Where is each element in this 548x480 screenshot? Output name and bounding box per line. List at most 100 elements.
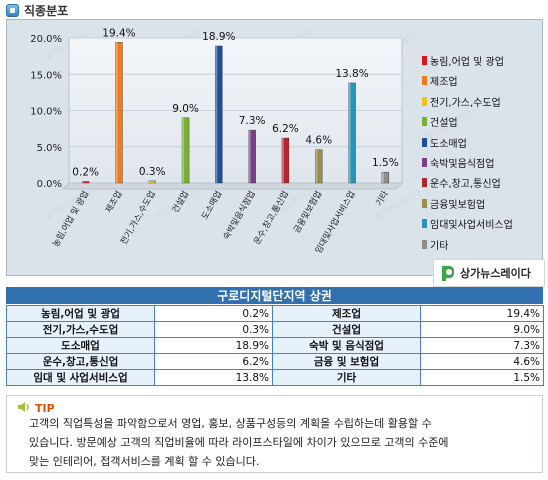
category-label: 운수,창고,통신업	[252, 190, 291, 247]
tip-line: 고객의 직업특성을 파악함으로서 영업, 홍보, 상품구성등의 계획을 수립하는…	[29, 417, 432, 430]
industry-label: 운수,창고,통신업	[6, 353, 155, 370]
table-row: 임대 및 사업서비스업 13.8% 기타 1.5%	[6, 369, 544, 386]
category-label: 숙박및음식점업	[221, 189, 258, 242]
y-tick-label: 10.0%	[30, 107, 62, 118]
legend-swatch	[422, 219, 427, 229]
legend-swatch	[422, 198, 427, 208]
category-label: 전기,가스,수도업	[118, 189, 158, 247]
tip-box: TIP 고객의 직업특성을 파악함으로서 영업, 홍보, 상품구성등의 계획을 …	[6, 395, 543, 473]
bar	[148, 180, 156, 184]
data-label: 7.3%	[239, 115, 266, 127]
region-table-title: 구로디지털단지역 상권	[6, 287, 543, 304]
industry-value: 13.8%	[154, 369, 273, 386]
industry-label: 도소매업	[6, 337, 155, 354]
legend-label: 제조업	[430, 77, 458, 89]
tip-label: TIP	[35, 402, 55, 415]
bar-highlight	[348, 82, 351, 183]
bar-highlight	[115, 42, 118, 183]
legend-label: 금융및보험업	[430, 199, 486, 211]
y-tick-label: 5.0%	[37, 143, 62, 154]
industry-label: 금융 및 보험업	[272, 353, 421, 370]
section-title: 직종분포	[24, 3, 69, 18]
section-header: 직종분포	[6, 2, 68, 18]
industry-label: 숙박 및 음식점업	[272, 337, 421, 354]
bar-highlight	[82, 181, 85, 183]
bar	[215, 45, 223, 184]
y-tick-label: 0.0%	[37, 179, 62, 190]
industry-label: 임대 및 사업서비스업	[6, 369, 155, 386]
bar	[348, 82, 356, 184]
tip-line: 있습니다. 방문예상 고객의 직업비율에 따라 라이프스타일에 차이가 있으므로…	[29, 436, 449, 449]
industry-label: 농림,어업 및 광업	[6, 305, 155, 322]
bar-highlight	[182, 117, 185, 183]
legend-item: 전기,가스,수도업	[422, 94, 501, 109]
legend-label: 임대및사업서비스업	[430, 220, 513, 232]
tip-header: TIP	[17, 401, 55, 416]
bar	[81, 181, 90, 184]
legend-swatch	[422, 178, 427, 188]
legend-label: 전기,가스,수도업	[430, 97, 501, 109]
industry-label: 건설업	[272, 321, 421, 338]
industry-value: 0.3%	[154, 321, 273, 338]
bar-highlight	[248, 130, 251, 183]
legend-swatch	[422, 158, 427, 167]
legend-item: 도소매업	[422, 135, 467, 150]
bar-highlight	[381, 172, 384, 183]
data-label: 0.2%	[72, 167, 99, 179]
speaker-icon	[17, 401, 31, 416]
data-label: 0.3%	[139, 166, 166, 178]
y-tick-label: 20.0%	[30, 34, 62, 45]
chart-panel: 상가뉴스레이다 상가뉴스레이다 상가뉴스레이다 상가뉴스레이다 상가뉴스레이다 상가뉴스레…	[6, 19, 545, 287]
data-label: 18.9%	[202, 31, 235, 43]
legend-swatch	[422, 56, 427, 65]
legend-label: 도소매업	[430, 138, 467, 150]
industry-value: 18.9%	[154, 337, 273, 354]
bar	[115, 42, 123, 184]
data-label: 6.2%	[272, 123, 299, 135]
legend-swatch	[422, 137, 427, 147]
industry-label: 전기,가스,수도업	[6, 321, 155, 338]
y-tick-label: 15.0%	[30, 70, 62, 81]
category-label: 도소매업	[200, 190, 224, 222]
bar-highlight	[148, 180, 151, 183]
data-label: 13.8%	[335, 68, 368, 80]
industry-value: 4.6%	[420, 353, 544, 370]
bar	[281, 137, 290, 184]
bar	[315, 149, 323, 184]
legend-label: 농림,어업 및 광업	[430, 57, 504, 68]
legend-item: 농림,어업 및 광업	[422, 53, 504, 68]
table-row: 운수,창고,통신업 6.2% 금융 및 보험업 4.6%	[6, 353, 544, 370]
square-bullet-icon	[6, 3, 19, 17]
data-label: 9.0%	[172, 103, 199, 115]
brand-name: 상가뉴스레이다	[460, 267, 531, 280]
legend-label: 운수,창고,통신업	[430, 179, 501, 191]
brand-logo-icon	[440, 264, 456, 282]
legend-swatch	[422, 76, 427, 86]
brand-logo: 상가뉴스레이다	[433, 259, 545, 287]
legend-item: 건설업	[422, 114, 458, 129]
industry-value: 19.4%	[420, 305, 544, 322]
industry-value: 9.0%	[420, 321, 544, 338]
table-row: 도소매업 18.9% 숙박 및 음식점업 7.3%	[6, 337, 544, 354]
bar	[248, 129, 256, 184]
industry-value: 6.2%	[154, 353, 273, 370]
legend-swatch	[422, 96, 427, 106]
bar	[381, 171, 390, 184]
bar-highlight	[315, 149, 318, 183]
data-label: 19.4%	[102, 27, 135, 39]
table-row: 전기,가스,수도업 0.3% 건설업 9.0%	[6, 321, 544, 338]
category-label: 제조업	[104, 190, 124, 215]
legend-swatch	[422, 239, 427, 249]
bar	[181, 117, 190, 184]
table-row: 농림,어업 및 광업 0.2% 제조업 19.4%	[6, 305, 544, 322]
legend-label: 기타	[430, 240, 449, 252]
industry-value: 7.3%	[420, 337, 544, 354]
bar-highlight	[215, 45, 218, 183]
bar-highlight	[281, 138, 284, 183]
industry-label: 기타	[272, 369, 421, 386]
legend-item: 금융및보험업	[422, 196, 485, 211]
legend-label: 숙박및음식점업	[430, 159, 495, 170]
legend-item: 기타	[422, 237, 448, 252]
industry-label: 제조업	[272, 305, 421, 322]
